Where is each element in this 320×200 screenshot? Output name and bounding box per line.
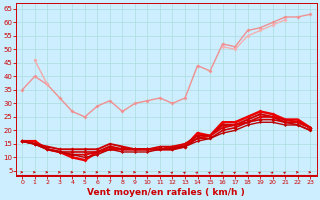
- X-axis label: Vent moyen/en rafales ( km/h ): Vent moyen/en rafales ( km/h ): [87, 188, 245, 197]
